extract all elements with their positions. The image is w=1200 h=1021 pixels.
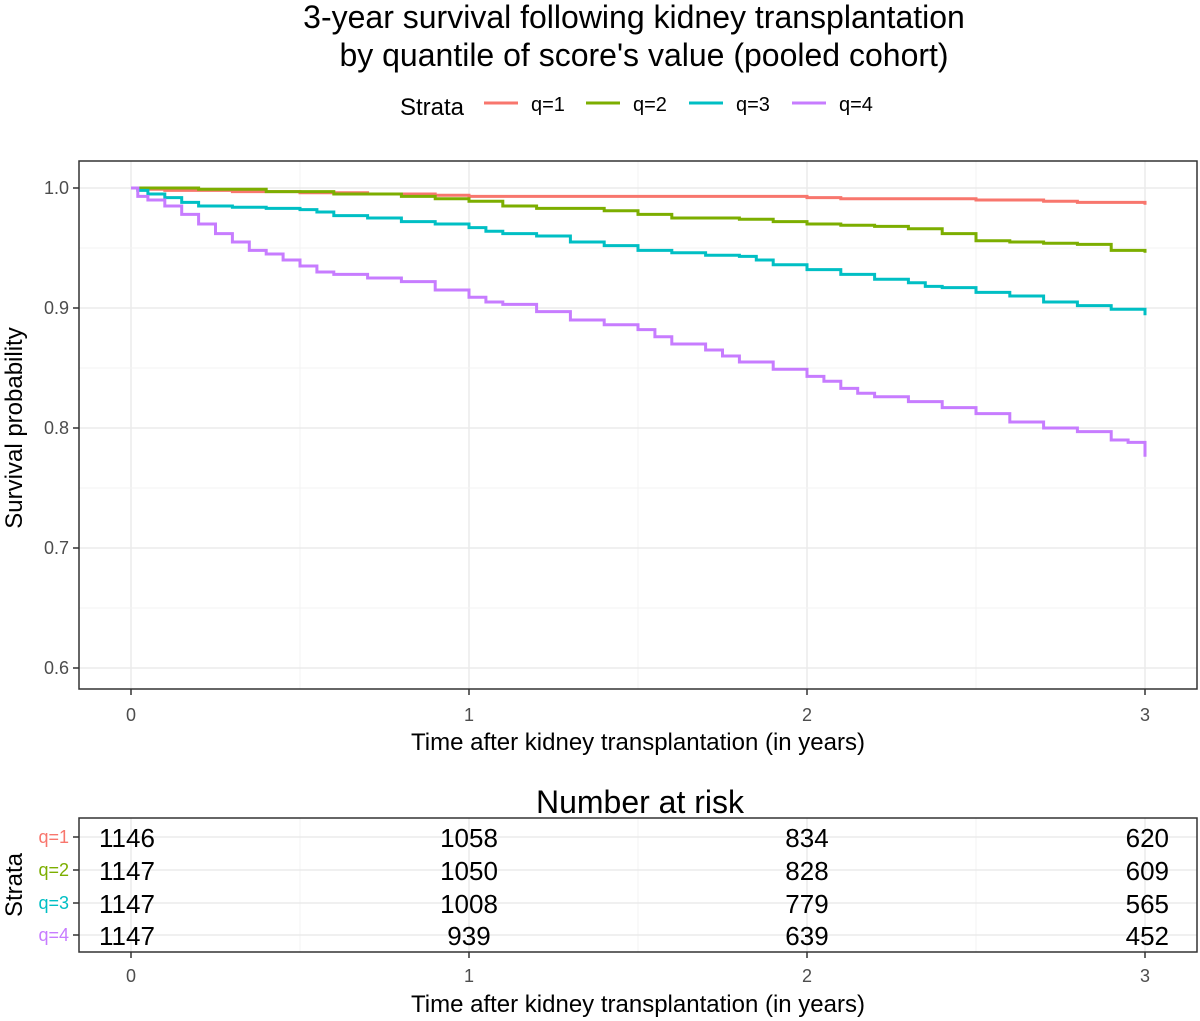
x-axis-ticks: 0 1 2 3 xyxy=(126,689,1150,725)
x-tick-label: 1 xyxy=(464,705,474,725)
risk-strata-label-q3: q=3 xyxy=(38,893,69,913)
y-tick-label: 0.7 xyxy=(44,538,69,558)
y-axis-title: Survival probability xyxy=(1,327,28,528)
risk-table-panel: 1146 1058 834 620 1147 1050 828 609 1147 1008 779 5… xyxy=(38,817,1198,986)
risk-cell-q4-t3: 452 xyxy=(1126,921,1169,951)
legend: Strata q=1 q=2 q=3 q=4 xyxy=(400,94,873,121)
risk-table-title: Number at risk xyxy=(536,784,745,820)
y-tick-label: 1.0 xyxy=(44,178,69,198)
survival-curve-q2 xyxy=(131,186,1147,253)
legend-label-q3: q=3 xyxy=(736,94,770,116)
risk-cell-q2-t0: 1147 xyxy=(99,856,155,886)
risk-strata-label-q4: q=4 xyxy=(38,925,69,945)
legend-label-q1: q=1 xyxy=(531,94,565,116)
risk-x-tick-label: 0 xyxy=(126,966,136,986)
risk-cell-q1-t3: 620 xyxy=(1126,823,1169,853)
survival-curves xyxy=(131,186,1147,457)
survival-plot-panel: 0.6 0.7 0.8 0.9 1.0 0 1 2 3 xyxy=(44,160,1198,725)
chart-title: 3-year survival following kidney transpl… xyxy=(303,0,965,35)
chart-subtitle: by quantile of score's value (pooled coh… xyxy=(339,37,948,73)
risk-cell-q1-t2: 834 xyxy=(785,823,828,853)
risk-strata-label-q2: q=2 xyxy=(38,860,69,880)
risk-cell-q4-t1: 939 xyxy=(447,921,490,951)
legend-label-q2: q=2 xyxy=(633,94,667,116)
risk-cell-q3-t1: 1008 xyxy=(440,889,498,919)
y-axis-ticks: 0.6 0.7 0.8 0.9 1.0 xyxy=(44,178,79,678)
y-tick-label: 0.9 xyxy=(44,298,69,318)
legend-label-q4: q=4 xyxy=(839,94,873,116)
x-tick-label: 3 xyxy=(1140,705,1150,725)
risk-table-x-ticks: 0 1 2 3 xyxy=(126,952,1150,986)
x-tick-label: 2 xyxy=(802,705,812,725)
risk-x-tick-label: 1 xyxy=(464,966,474,986)
legend-title: Strata xyxy=(400,94,465,121)
risk-table-border xyxy=(78,817,1198,953)
risk-cell-q2-t3: 609 xyxy=(1126,856,1169,886)
risk-table-cells: 1146 1058 834 620 1147 1050 828 609 1147 1008 779 5… xyxy=(99,823,1169,951)
survival-curve-q3 xyxy=(131,186,1147,316)
risk-x-tick-label: 2 xyxy=(802,966,812,986)
x-tick-label: 0 xyxy=(126,705,136,725)
risk-strata-label-q1: q=1 xyxy=(38,827,69,847)
risk-table-strata-labels: q=1 q=2 q=3 q=4 xyxy=(38,827,79,945)
x-axis-title: Time after kidney transplantation (in ye… xyxy=(411,729,865,756)
risk-cell-q2-t2: 828 xyxy=(785,856,828,886)
risk-cell-q3-t2: 779 xyxy=(785,889,828,919)
risk-cell-q1-t0: 1146 xyxy=(99,823,155,853)
risk-cell-q4-t0: 1147 xyxy=(99,921,155,951)
risk-cell-q2-t1: 1050 xyxy=(440,856,498,886)
y-tick-label: 0.8 xyxy=(44,418,69,438)
y-tick-label: 0.6 xyxy=(44,658,69,678)
risk-cell-q4-t2: 639 xyxy=(785,921,828,951)
risk-cell-q3-t3: 565 xyxy=(1126,889,1169,919)
risk-cell-q3-t0: 1147 xyxy=(99,889,155,919)
risk-x-axis-title: Time after kidney transplantation (in ye… xyxy=(411,991,865,1018)
risk-y-axis-title: Strata xyxy=(1,852,28,917)
survival-curve-q4 xyxy=(131,186,1147,457)
plot-panel-border xyxy=(78,160,1198,690)
risk-table-gridlines xyxy=(79,818,1197,952)
plot-gridlines xyxy=(79,161,1197,689)
risk-cell-q1-t1: 1058 xyxy=(440,823,498,853)
risk-x-tick-label: 3 xyxy=(1140,966,1150,986)
